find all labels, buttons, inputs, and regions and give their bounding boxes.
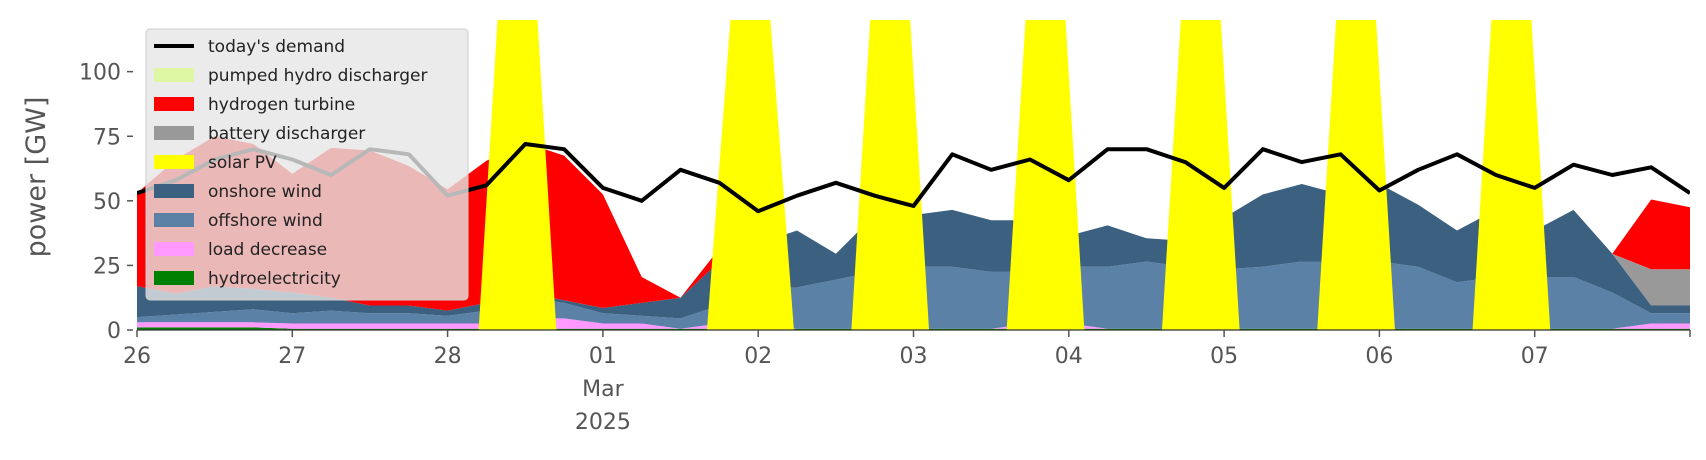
legend-box — [145, 28, 469, 301]
legend-swatch — [154, 242, 194, 256]
solar-peak-6 — [1472, 20, 1551, 330]
y-tick-label: 100 — [79, 61, 121, 86]
legend-label: load decrease — [208, 240, 327, 260]
y-tick-label: 0 — [107, 319, 121, 344]
x-tick-label: 02 — [744, 344, 772, 369]
y-axis-title: power [GW] — [21, 97, 52, 258]
legend-swatch — [154, 155, 194, 169]
solar-peak-0 — [478, 20, 557, 330]
solar-peak-1 — [706, 20, 794, 330]
x-tick-label: 28 — [434, 344, 462, 369]
y-tick-label: 25 — [93, 254, 121, 279]
legend-label: hydroelectricity — [208, 269, 341, 289]
x-tick-label: 05 — [1210, 344, 1238, 369]
x-tick-label: 06 — [1365, 344, 1393, 369]
x-tick-label: 2025 — [575, 410, 631, 435]
legend-label: hydrogen turbine — [208, 95, 355, 115]
y-tick-label: 50 — [93, 190, 121, 215]
x-tick-label: Mar — [582, 377, 624, 402]
solar-peak-2 — [851, 20, 930, 330]
legend-swatch — [154, 68, 194, 82]
legend-label: onshore wind — [208, 182, 322, 202]
legend-swatch — [154, 213, 194, 227]
legend-swatch — [154, 184, 194, 198]
solar-peak-4 — [1161, 20, 1240, 330]
x-tick-label: 26 — [123, 344, 151, 369]
solar-peaks — [478, 20, 1551, 330]
x-tick-label: 27 — [278, 344, 306, 369]
x-tick-label: 01 — [589, 344, 617, 369]
legend: today's demand pumped hydro discharger hyd… — [145, 28, 469, 301]
legend-label: pumped hydro discharger — [208, 66, 427, 86]
legend-label: solar PV — [208, 153, 277, 173]
solar-peak-5 — [1317, 20, 1395, 330]
legend-label: today's demand — [208, 37, 345, 57]
legend-swatch — [154, 271, 194, 285]
legend-label: battery discharger — [208, 124, 365, 144]
x-tick-label: 03 — [900, 344, 928, 369]
x-tick-label: 07 — [1521, 344, 1549, 369]
legend-swatch — [154, 97, 194, 111]
y-tick-label: 75 — [93, 125, 121, 150]
solar-peak-3 — [1006, 20, 1085, 330]
axes: 0 25 50 75 100 26 27 28 01 Mar 2025 02 03 04 05 06 07 — [79, 61, 1691, 435]
legend-label: offshore wind — [208, 211, 323, 231]
x-tick-label: 04 — [1055, 344, 1083, 369]
legend-swatch — [154, 126, 194, 140]
